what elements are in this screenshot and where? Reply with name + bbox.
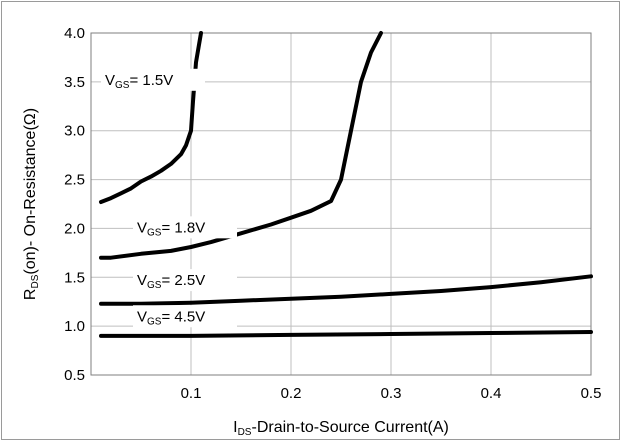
series-label-1: VGS= 1.8V <box>137 219 205 238</box>
series-label-bg <box>133 269 237 292</box>
x-axis-title: IDS-Drain-to-Source Current(A) <box>233 419 449 438</box>
y-tick-label: 2.0 <box>64 220 85 237</box>
plot-area <box>90 32 592 376</box>
series-curve-2 <box>99 274 593 306</box>
x-tick-label: 0.2 <box>281 385 302 402</box>
chart-frame: 0.5 1.0 1.5 2.0 2.5 3.0 3.5 4.0 0.1 0.2 0.3 0.4 0.5 … <box>1 1 620 440</box>
series-label-0: VGS= 1.5V <box>105 72 173 91</box>
series-curve-3 <box>99 330 593 338</box>
series-label-bg <box>101 68 205 91</box>
y-tick-label: 1.0 <box>64 318 85 335</box>
y-tick-label: 1.5 <box>64 269 85 286</box>
series-curve-1 <box>99 31 383 260</box>
series-label-2: VGS= 2.5V <box>137 272 205 291</box>
series-curve-0 <box>99 31 203 204</box>
y-tick-label: 2.5 <box>64 172 85 189</box>
y-tick-label: 0.5 <box>64 367 85 384</box>
x-tick-label: 0.4 <box>481 385 502 402</box>
y-axis-title: RDS(on)- On-Resistance(Ω) <box>22 108 41 300</box>
y-tick-label: 3.5 <box>64 74 85 91</box>
x-tick-label: 0.3 <box>381 385 402 402</box>
y-tick-label: 3.0 <box>64 123 85 140</box>
x-tick-label: 0.1 <box>181 385 202 402</box>
y-tick-label: 4.0 <box>64 25 85 42</box>
curve-layer <box>99 31 593 338</box>
series-label-bg <box>133 305 237 328</box>
x-tick-label: 0.5 <box>581 385 602 402</box>
tick-layer: 0.5 1.0 1.5 2.0 2.5 3.0 3.5 4.0 0.1 0.2 0.3 0.4 0.5 <box>64 25 601 402</box>
series-label-bg <box>133 216 237 239</box>
series-label-3: VGS= 4.5V <box>137 308 205 327</box>
series-label-layer: VGS= 1.5V VGS= 1.8V VGS= 2.5V VGS= 4.5V <box>101 68 237 328</box>
rds-on-resistance-chart: 0.5 1.0 1.5 2.0 2.5 3.0 3.5 4.0 0.1 0.2 0.3 0.4 0.5 … <box>22 25 601 438</box>
